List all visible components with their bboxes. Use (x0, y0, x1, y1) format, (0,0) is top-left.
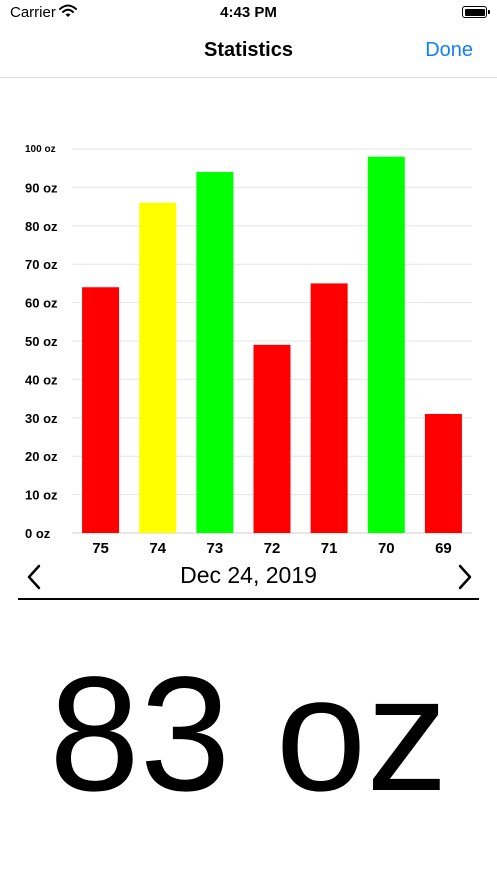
navigation-bar: Statistics Done (0, 26, 497, 78)
x-tick-label: 70 (378, 540, 395, 557)
battery-icon (462, 6, 490, 18)
y-tick-label: 60 oz (25, 296, 58, 311)
date-underline (18, 598, 479, 600)
bar-chart: 0 oz 10 oz 20 oz 30 oz 40 oz 50 oz 60 oz 70 oz 8… (25, 144, 472, 557)
bar (82, 287, 120, 533)
bar (253, 344, 291, 533)
y-tick-label: 0 oz (25, 526, 51, 541)
page-title: Statistics (204, 39, 293, 61)
y-tick-label: 20 oz (25, 449, 58, 464)
status-bar: Carrier 4:43 PM (0, 0, 497, 26)
date-label: Dec 24, 2019 (180, 562, 317, 588)
carrier-label: Carrier (10, 4, 56, 21)
date-navigator: Dec 24, 2019 (0, 558, 497, 594)
chevron-left-icon[interactable] (26, 564, 42, 595)
x-tick-label: 74 (149, 540, 166, 557)
bar (367, 156, 405, 533)
y-tick-label: 50 oz (25, 334, 58, 349)
y-tick-label: 90 oz (25, 180, 58, 195)
done-button[interactable]: Done (425, 39, 473, 61)
y-tick-label: 80 oz (25, 219, 58, 234)
y-tick-label: 30 oz (25, 411, 58, 426)
total-value: 83 oz (49, 642, 448, 825)
bar (196, 172, 234, 533)
x-tick-label: 69 (435, 540, 452, 557)
y-tick-label: 70 oz (25, 257, 58, 272)
bar (310, 283, 348, 533)
bar (424, 413, 462, 533)
status-time: 4:43 PM (220, 4, 277, 21)
x-tick-label: 72 (264, 540, 281, 557)
x-tick-label: 75 (92, 540, 109, 557)
y-tick-label: 10 oz (25, 488, 58, 503)
x-tick-label: 73 (207, 540, 224, 557)
y-tick-label: 40 oz (25, 372, 58, 387)
y-tick-label: 100 oz (25, 144, 56, 155)
chevron-right-icon[interactable] (457, 564, 473, 595)
x-tick-label: 71 (321, 540, 338, 557)
bar (139, 202, 177, 533)
wifi-icon (59, 4, 77, 23)
